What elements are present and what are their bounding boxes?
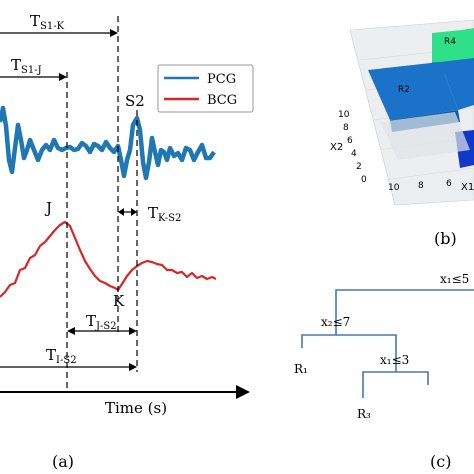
arrowhead — [129, 327, 137, 335]
panel-c — [301, 289, 474, 398]
pcg-signal — [0, 105, 216, 181]
arrowhead — [59, 73, 67, 81]
region-right-block — [440, 58, 474, 110]
tree-x2-right — [336, 334, 397, 372]
label-t-js2: TJ-S2 — [86, 312, 117, 332]
x2-tick: 4 — [351, 149, 357, 159]
bcg-signal — [0, 220, 217, 298]
leaf-r1: R₁ — [294, 362, 308, 376]
arrowhead — [129, 363, 137, 371]
x2-tick: 0 — [361, 175, 367, 185]
label-s2: S2 — [125, 92, 145, 110]
split-x1-le-3: x₁≤3 — [380, 353, 409, 367]
region-label-r4: R4 — [444, 37, 456, 47]
panel-b-label: (b) — [434, 229, 457, 248]
arrowhead — [110, 29, 118, 37]
label-k: K — [113, 292, 125, 310]
label-t-s1j: TS1-J — [11, 56, 42, 76]
split-x1-le-5: x₁≤5 — [440, 272, 469, 286]
region-r4-top — [432, 28, 474, 62]
region-lower-plane — [380, 112, 470, 160]
label-t-ks2: TK-S2 — [148, 204, 181, 224]
tree-x2-branch — [301, 296, 337, 348]
legend-label-bcg: BCG — [207, 93, 237, 108]
legend-box — [157, 64, 254, 113]
panel-a: TS1-K TS1-J TK-S2 TJ-S2 TI-S2 S2 J K PCG… — [0, 12, 254, 471]
split-x2-le-7: x₂≤7 — [321, 315, 350, 329]
panel-c-label: (c) — [430, 452, 451, 471]
x2-tick: 6 — [347, 136, 353, 146]
legend: PCG BCG — [157, 64, 254, 113]
legend-label-pcg: PCG — [207, 72, 236, 87]
x2-axis-label: X2 — [330, 142, 343, 153]
arrowhead — [131, 208, 137, 216]
arrowhead — [67, 327, 75, 335]
panel-c-text: x₁≤5 x₂≤7 x₁≤3 R₁ R₃ (c) — [294, 272, 469, 471]
tree-root-branch — [335, 289, 474, 296]
panel-a-label: (a) — [52, 452, 74, 471]
arrowhead — [118, 208, 124, 216]
tree-x13-branch — [362, 371, 396, 398]
label-j: J — [44, 199, 52, 217]
tree-x13-right — [396, 371, 429, 385]
label-t-is2: TI-S2 — [46, 346, 77, 366]
panel-b: R2 R4 10 8 6 4 2 0 X2 10 8 6 X1 (b) — [330, 19, 474, 248]
x1-tick: 8 — [418, 181, 424, 191]
label-t-s1k: TS1-K — [30, 12, 65, 32]
region-r2-top — [368, 62, 458, 120]
x1-axis-label: X1 — [461, 182, 474, 193]
x2-tick: 2 — [356, 162, 362, 172]
x2-tick: 8 — [343, 123, 349, 133]
region-label-r2: R2 — [398, 85, 410, 95]
x1-tick: 10 — [388, 183, 400, 193]
x1-tick: 6 — [446, 179, 452, 189]
time-axis-arrowhead — [236, 385, 250, 399]
time-axis-label: Time (s) — [105, 399, 167, 417]
x2-tick: 10 — [338, 110, 350, 120]
leaf-r3: R₃ — [357, 407, 371, 421]
